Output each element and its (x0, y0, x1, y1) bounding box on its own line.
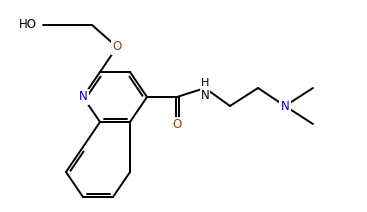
Text: N: N (281, 99, 289, 113)
Text: H: H (201, 78, 209, 88)
Text: N: N (79, 91, 87, 103)
Text: O: O (112, 40, 121, 53)
Text: N: N (201, 89, 210, 102)
Text: O: O (172, 119, 182, 131)
Text: HO: HO (19, 18, 37, 32)
